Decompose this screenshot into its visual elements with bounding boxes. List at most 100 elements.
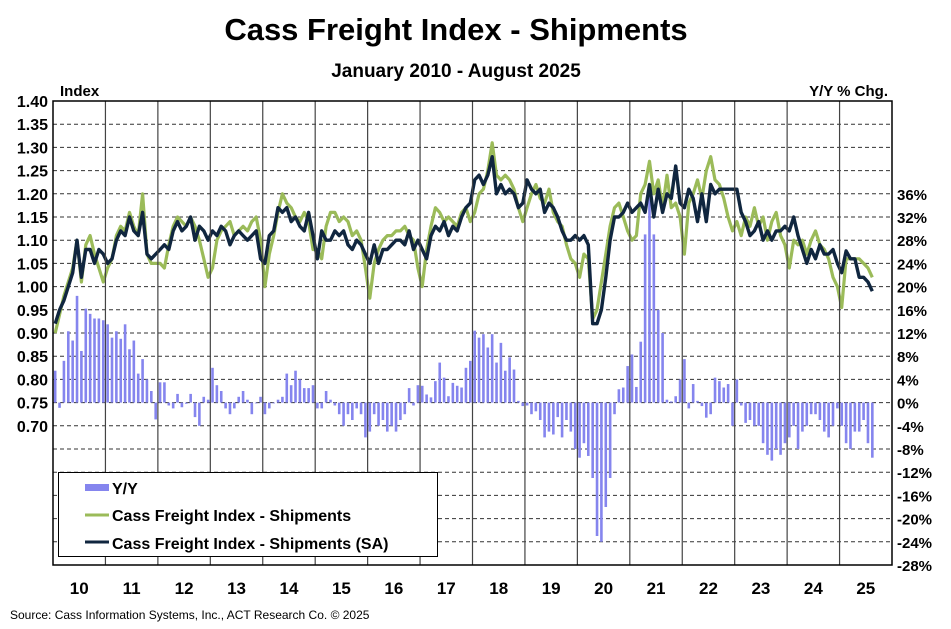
yy-bar xyxy=(97,318,101,403)
yy-bar xyxy=(66,331,70,403)
yy-bar xyxy=(281,396,284,403)
legend-label-yy: Y/Y xyxy=(112,481,138,498)
legend: Y/Y Cass Freight Index - Shipments Cass … xyxy=(58,472,438,557)
yy-bar xyxy=(438,362,442,403)
yy-bar xyxy=(831,402,835,426)
yy-bar xyxy=(486,347,490,403)
yy-bar xyxy=(656,309,660,403)
yy-bar xyxy=(582,402,586,444)
yy-bar xyxy=(101,320,105,403)
yy-bar xyxy=(766,402,769,455)
yy-bar xyxy=(521,402,525,407)
yy-bar xyxy=(241,391,245,403)
yy-bar xyxy=(224,402,227,409)
chart-subtitle: January 2010 - August 2025 xyxy=(331,61,581,82)
x-ticks: 10 11 12 13 14 15 16 17 18 19 20 21 22 23 24 25 xyxy=(70,579,875,598)
yy-bar xyxy=(871,402,874,458)
yy-bar xyxy=(215,385,219,403)
yy-bar xyxy=(490,334,494,403)
yy-bar xyxy=(770,402,774,461)
yy-bar xyxy=(416,385,420,403)
yy-bar xyxy=(163,382,166,403)
yy-bar xyxy=(434,381,437,403)
y-right-tick-label: -16% xyxy=(897,488,932,505)
yy-bar xyxy=(237,396,241,403)
y-left-tick-label: 0.75 xyxy=(17,396,48,413)
yy-bar xyxy=(809,402,813,415)
yy-bar xyxy=(228,402,232,415)
yy-bar xyxy=(635,386,638,403)
yy-bar xyxy=(206,399,210,403)
yy-bar xyxy=(704,402,708,418)
yy-bar xyxy=(176,393,179,403)
yy-bar xyxy=(447,396,450,403)
yy-bar xyxy=(639,341,643,403)
yy-bar xyxy=(355,402,359,409)
yy-bar xyxy=(167,402,171,406)
x-tick-label: 13 xyxy=(227,579,246,598)
yy-bar xyxy=(503,370,507,403)
source-note: Source: Cass Information Systems, Inc., … xyxy=(10,608,370,622)
y-left-ticks: 1.40 1.35 1.30 1.25 1.20 1.15 1.10 1.05 1.00 0.95… xyxy=(17,94,48,436)
yy-bar xyxy=(254,402,258,404)
yy-bar xyxy=(538,402,542,420)
yy-bar xyxy=(276,399,280,403)
y-left-tick-label: 1.20 xyxy=(17,187,48,204)
yy-bar xyxy=(425,394,428,403)
yy-bar xyxy=(110,337,114,403)
yy-bar xyxy=(399,402,402,420)
yy-bar xyxy=(394,402,398,432)
yy-bar xyxy=(337,402,341,415)
yy-bar xyxy=(853,402,857,432)
yy-bar xyxy=(547,402,551,432)
yy-bar xyxy=(691,384,695,403)
yy-bar xyxy=(578,402,581,458)
yy-bar xyxy=(648,193,651,403)
yy-bar xyxy=(158,382,162,403)
x-tick-label: 20 xyxy=(594,579,613,598)
yy-bar xyxy=(718,381,721,403)
yy-bar xyxy=(757,402,761,426)
yy-bar xyxy=(608,402,612,478)
yy-bar xyxy=(495,362,498,403)
yy-bar xyxy=(302,388,306,403)
yy-bar xyxy=(665,399,669,403)
yy-bar xyxy=(202,396,206,403)
yy-bar xyxy=(71,340,74,403)
y-right-tick-label: -20% xyxy=(897,512,932,529)
x-tick-label: 15 xyxy=(332,579,351,598)
yy-bar xyxy=(573,402,577,449)
yy-bar xyxy=(233,402,236,409)
yy-bar xyxy=(80,350,83,403)
plot-border xyxy=(52,100,893,566)
yy-bar xyxy=(556,402,560,418)
y-left-tick-label: 1.25 xyxy=(17,164,48,181)
legend-swatch-yy xyxy=(85,484,109,491)
yy-bar xyxy=(263,402,267,415)
yy-bar xyxy=(469,360,472,403)
y-right-tick-label: -8% xyxy=(897,442,924,459)
x-tick-label: 14 xyxy=(280,579,299,598)
yy-bar xyxy=(351,402,354,420)
yy-bar xyxy=(473,330,476,403)
yy-bar xyxy=(774,402,778,449)
yy-bar xyxy=(359,402,363,415)
yy-bar xyxy=(250,402,254,415)
yy-bar xyxy=(604,402,608,507)
yy-bar xyxy=(761,402,765,444)
yy-bar xyxy=(289,385,293,403)
yy-bar xyxy=(822,402,826,432)
x-tick-label: 21 xyxy=(647,579,666,598)
yy-bar xyxy=(565,402,568,420)
yy-bar xyxy=(381,402,385,420)
yy-bar xyxy=(862,402,865,420)
y-left-tick-label: 1.10 xyxy=(17,233,48,250)
yy-bar xyxy=(595,402,599,536)
x-tick-label: 17 xyxy=(437,579,456,598)
yy-bar xyxy=(508,357,511,403)
x-tick-label: 23 xyxy=(751,579,770,598)
yy-bar xyxy=(591,402,594,478)
yy-bar xyxy=(58,402,61,408)
series-line-sa xyxy=(53,155,874,326)
yy-bar xyxy=(198,402,201,426)
